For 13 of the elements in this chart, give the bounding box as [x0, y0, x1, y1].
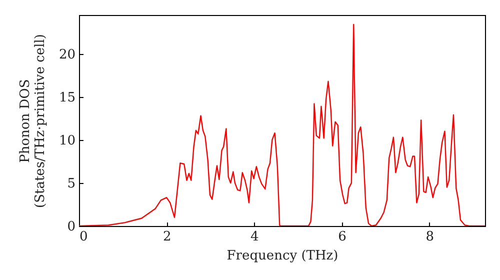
line-series — [79, 24, 485, 226]
y-tick-label: 20 — [58, 47, 76, 62]
y-tick-label: 0 — [67, 220, 76, 234]
x-tick-label: 4 — [250, 230, 259, 244]
x-tick-label: 0 — [80, 230, 88, 244]
y-tick-label: 15 — [58, 90, 76, 106]
x-tick-label: 8 — [426, 230, 434, 244]
x-tick-label: 6 — [338, 230, 346, 244]
y-tick-label: 5 — [67, 176, 76, 192]
x-axis-title: Frequency (THz) — [226, 248, 338, 264]
y-axis-title: Phonon DOS (States/THz·primitive cell) — [18, 34, 48, 208]
x-tick-label: 2 — [162, 230, 172, 244]
y-tick-label: 10 — [58, 133, 76, 148]
